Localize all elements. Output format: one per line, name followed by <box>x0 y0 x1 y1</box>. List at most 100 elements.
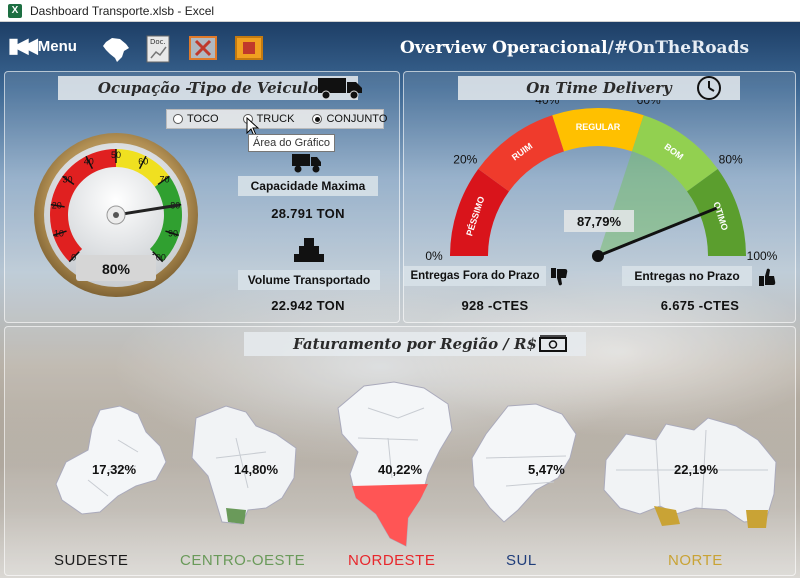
gauge-tick-label-20: 20 <box>52 201 62 211</box>
gauge-tick-label-90: 90 <box>168 229 178 239</box>
skip-back-icon: ▮◀◀ <box>8 35 38 57</box>
gauge-tick-label-50: 50 <box>111 150 121 160</box>
otd-needle-hub <box>592 250 604 262</box>
region-map-norte[interactable] <box>596 410 786 534</box>
region-label-sudeste: SUDESTE <box>54 552 129 569</box>
gauge-value-box <box>76 255 156 281</box>
otd-title: On Time Delivery <box>458 76 740 100</box>
otd-value-box <box>564 210 634 232</box>
radio-conjunto-dot <box>312 114 323 124</box>
otd-value-label: 87,79% <box>577 214 622 229</box>
radio-truck-label: TRUCK <box>256 113 295 125</box>
excel-icon: X <box>8 3 22 18</box>
menu-button[interactable]: ▮◀◀ Menu <box>8 36 77 56</box>
gold-bars-icon <box>294 238 324 262</box>
pct-sudeste: 17,32% <box>92 462 137 477</box>
window-title-bar: X Dashboard Transporte.xlsb - Excel <box>0 0 800 22</box>
volume-value: 22.942 TON <box>271 298 345 313</box>
gauge-tick-label-40: 40 <box>84 157 94 167</box>
gauge-tick-label-60: 60 <box>138 157 148 167</box>
late-deliveries-value: 928 -CTES <box>461 298 529 313</box>
region-label-nordeste: NORDESTE <box>348 552 436 569</box>
otd-segment-label-2: REGULAR <box>576 122 621 132</box>
radio-toco-dot <box>173 114 183 124</box>
thumbs-down-icon <box>551 268 568 286</box>
page-title-tag: /#OnTheRoads <box>607 38 750 58</box>
late-deliveries-label: Entregas Fora do Prazo <box>404 266 546 286</box>
gauge-tick-10 <box>52 230 67 237</box>
chart-area-tooltip: Área do Gráfico <box>248 134 336 152</box>
otd-segment-4 <box>686 169 746 256</box>
occupancy-gauge: 0102030405060708090100 80% <box>34 133 198 297</box>
otd-scale-label-3: 60% <box>637 100 661 107</box>
capacity-value: 28.791 TON <box>271 206 345 221</box>
gauge-value-label: 80% <box>102 261 131 277</box>
region-label-sul: SUL <box>506 552 537 569</box>
gauge-tick-20 <box>50 203 65 208</box>
gauge-tick-label-70: 70 <box>160 175 170 185</box>
gauge-tick-70 <box>157 175 170 186</box>
region-label-norte: NORTE <box>668 552 723 569</box>
pct-nordeste: 40,22% <box>378 462 423 477</box>
occupancy-title: Ocupação -Tipo de Veiculo <box>58 76 358 100</box>
gauge-tick-label-30: 30 <box>62 175 72 185</box>
thumbs-up-icon <box>759 268 776 286</box>
gauge-tick-100 <box>152 251 164 263</box>
region-label-centro-oeste: CENTRO-OESTE <box>180 552 306 569</box>
region-map-nordeste[interactable] <box>328 378 458 558</box>
region-map-sudeste[interactable] <box>48 400 188 530</box>
menu-label: Menu <box>37 37 77 55</box>
revenue-title: Faturamento por Região / R$ <box>244 332 586 356</box>
pct-centro-oeste: 14,80% <box>234 462 279 477</box>
gauge-tick-0 <box>68 251 80 263</box>
vehicle-type-selector: TOCO TRUCK CONJUNTO <box>166 109 387 129</box>
ontime-deliveries-value: 6.675 -CTES <box>660 298 740 313</box>
otd-segment-1 <box>478 115 565 192</box>
dashboard-header: ▮◀◀ Menu Doc. Overview Operacional/#OnTh… <box>0 22 800 70</box>
radio-toco-label: TOCO <box>187 113 219 125</box>
exit-icon[interactable] <box>234 34 266 64</box>
gauge-tick-30 <box>62 175 75 186</box>
gauge-tick-label-0: 0 <box>71 252 76 262</box>
otd-needle <box>597 206 718 258</box>
otd-segment-0 <box>450 169 510 256</box>
window-title: Dashboard Transporte.xlsb - Excel <box>30 3 215 18</box>
pct-norte: 22,19% <box>674 462 719 477</box>
gauge-band-0 <box>49 149 116 262</box>
page-title: Overview Operacional/#OnTheRoads <box>400 38 749 58</box>
radio-conjunto[interactable]: CONJUNTO <box>312 113 387 125</box>
clock-icon <box>697 76 721 100</box>
brazil-map-icon[interactable] <box>100 34 132 64</box>
radio-conjunto-label: CONJUNTO <box>326 113 388 125</box>
otd-scale-label-0: 0% <box>425 249 443 263</box>
gauge-tick-40 <box>85 155 94 170</box>
region-map-sul[interactable] <box>466 398 586 528</box>
otd-scale-label-1: 20% <box>453 153 477 167</box>
gauge-hub-center <box>113 212 119 218</box>
doc-icon-text: Doc. <box>150 38 166 46</box>
page-title-main: Overview Operacional <box>400 38 608 58</box>
otd-segment-3 <box>631 115 718 192</box>
volume-label: Volume Transportado <box>238 270 380 290</box>
small-truck-icon <box>292 154 321 173</box>
otd-scale-label-2: 40% <box>535 100 559 107</box>
gauge-tick-90 <box>165 230 180 237</box>
region-map-centro-oeste[interactable] <box>186 398 306 538</box>
otd-scale-label-5: 100% <box>747 249 778 263</box>
close-chart-icon[interactable] <box>188 34 220 64</box>
document-chart-icon[interactable]: Doc. <box>144 34 176 64</box>
ontime-deliveries-label: Entregas no Prazo <box>622 266 752 286</box>
radio-toco[interactable]: TOCO <box>173 113 219 125</box>
gauge-band-2 <box>149 176 182 262</box>
gauge-needle <box>115 203 180 217</box>
capacity-label: Capacidade Maxima <box>238 176 378 196</box>
pct-sul: 5,47% <box>528 462 565 477</box>
gauge-tick-label-10: 10 <box>54 229 64 239</box>
otd-scale-label-4: 80% <box>719 153 743 167</box>
gauge-band-1 <box>116 149 170 187</box>
money-icon <box>539 335 567 352</box>
gauge-tick-label-100: 100 <box>151 252 166 262</box>
otd-segment-2 <box>552 108 644 152</box>
truck-icon <box>318 78 362 100</box>
